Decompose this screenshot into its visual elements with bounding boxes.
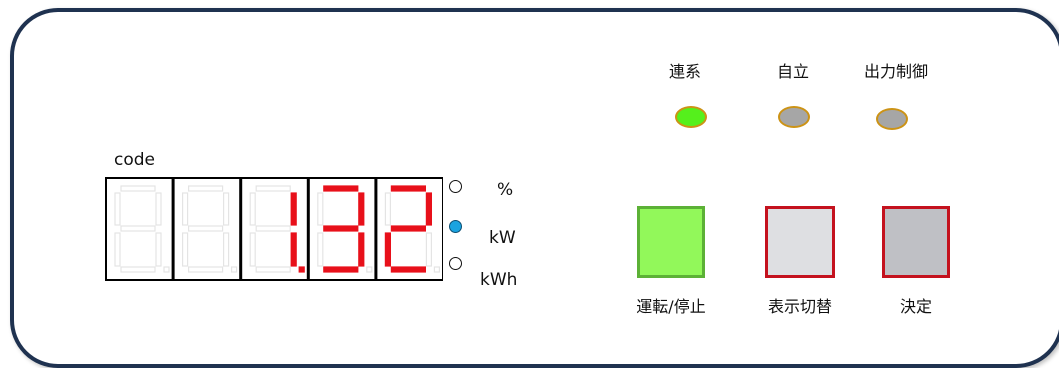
digit-cell-2 <box>172 177 242 281</box>
seven-segment-display <box>105 177 443 281</box>
decimal-point <box>298 266 305 273</box>
segment-a <box>323 185 359 192</box>
led-label-grid-connected: 連系 <box>668 62 701 81</box>
confirm-button-label: 決定 <box>899 297 932 316</box>
digit-cell-5 <box>375 177 443 281</box>
segment-c <box>358 232 365 267</box>
led-output-control <box>876 108 908 130</box>
segment-c <box>290 232 297 267</box>
segment-e <box>181 232 189 267</box>
segment-d <box>187 266 224 273</box>
segment-f <box>317 192 324 226</box>
led-grid-connected <box>675 106 707 128</box>
segment-f <box>181 192 189 226</box>
unit-kw-indicator <box>449 220 462 233</box>
segment-b <box>290 192 297 226</box>
segment-b <box>425 192 432 226</box>
decimal-point <box>163 266 170 273</box>
digit-cell-3 <box>240 177 309 281</box>
segment-g <box>323 225 359 232</box>
unit-percent-label: % <box>497 180 514 200</box>
segment-d <box>120 266 156 273</box>
digit-cell-4 <box>307 177 377 281</box>
segment-g <box>187 225 224 232</box>
decimal-point <box>230 266 238 273</box>
decimal-point <box>366 266 373 273</box>
segment-b <box>358 192 365 226</box>
segment-g <box>120 225 156 232</box>
segment-g <box>390 225 426 232</box>
segment-d <box>255 266 291 273</box>
segment-d <box>323 266 359 273</box>
segment-a <box>187 185 224 192</box>
segment-a <box>255 185 291 192</box>
segment-a <box>120 185 156 192</box>
segment-b <box>155 192 162 226</box>
segment-c <box>425 232 432 267</box>
segment-g <box>255 225 291 232</box>
segment-b <box>222 192 230 226</box>
run-stop-button-label: 運転/停止 <box>636 297 706 316</box>
segment-f <box>114 192 121 226</box>
segment-e <box>317 232 324 267</box>
segment-e <box>114 232 121 267</box>
led-label-standalone: 自立 <box>776 62 809 81</box>
segment-c <box>155 232 162 267</box>
segment-f <box>384 192 391 226</box>
confirm-button[interactable] <box>882 206 950 278</box>
display-toggle-button[interactable] <box>765 206 835 278</box>
display-code-label: code <box>114 150 155 170</box>
unit-kwh-label: kWh <box>480 270 518 290</box>
unit-percent-indicator <box>449 180 462 193</box>
unit-kwh-indicator <box>449 257 462 270</box>
segment-a <box>390 185 426 192</box>
segment-c <box>222 232 230 267</box>
decimal-point <box>433 266 440 273</box>
run-stop-button[interactable] <box>637 206 705 278</box>
unit-kw-label: kW <box>489 228 516 248</box>
segment-f <box>249 192 256 226</box>
led-standalone <box>778 106 810 128</box>
segment-e <box>384 232 391 267</box>
display-toggle-button-label: 表示切替 <box>767 297 832 316</box>
segment-d <box>390 266 426 273</box>
led-label-output-control: 出力制御 <box>863 62 928 81</box>
segment-e <box>249 232 256 267</box>
digit-cell-1 <box>105 177 174 281</box>
